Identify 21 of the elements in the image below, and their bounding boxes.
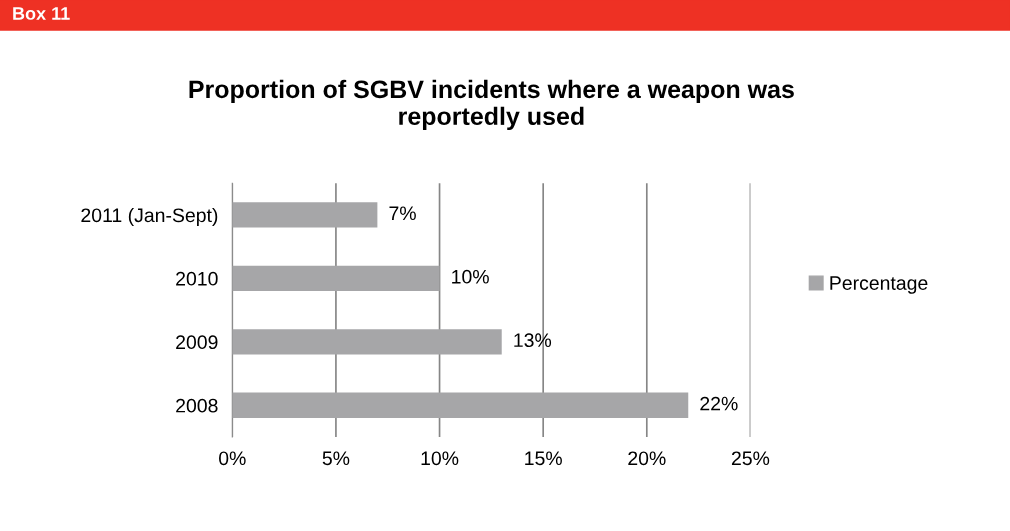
y-tick-label: 2009: [176, 335, 218, 350]
legend-label: Percentage: [830, 276, 928, 294]
text: Box 11: [13, 7, 70, 20]
y-tick-label: 2011 (Jan-Sept): [81, 207, 218, 226]
y-tick-label: 2008: [176, 398, 218, 413]
data-label: 7%: [389, 206, 416, 221]
x-tick-label: 15%: [525, 451, 562, 466]
x-tick-label: 5%: [322, 451, 350, 466]
x-tick-label: 10%: [421, 451, 459, 466]
x-tick-label: 0%: [219, 451, 246, 466]
data-label: 22%: [700, 396, 738, 411]
chart-title: Proportion of SGBV incidents where a weapon was reportedly used: [189, 79, 794, 131]
data-label: 10%: [452, 269, 489, 284]
data-label: 13%: [514, 333, 552, 348]
x-tick-label: 20%: [628, 451, 666, 466]
y-tick-label: 2010: [176, 271, 218, 286]
bar: [232, 329, 502, 355]
bar: [232, 265, 440, 292]
bar: [232, 202, 378, 228]
bar: [232, 392, 689, 418]
x-tick-label: 25%: [731, 451, 770, 466]
